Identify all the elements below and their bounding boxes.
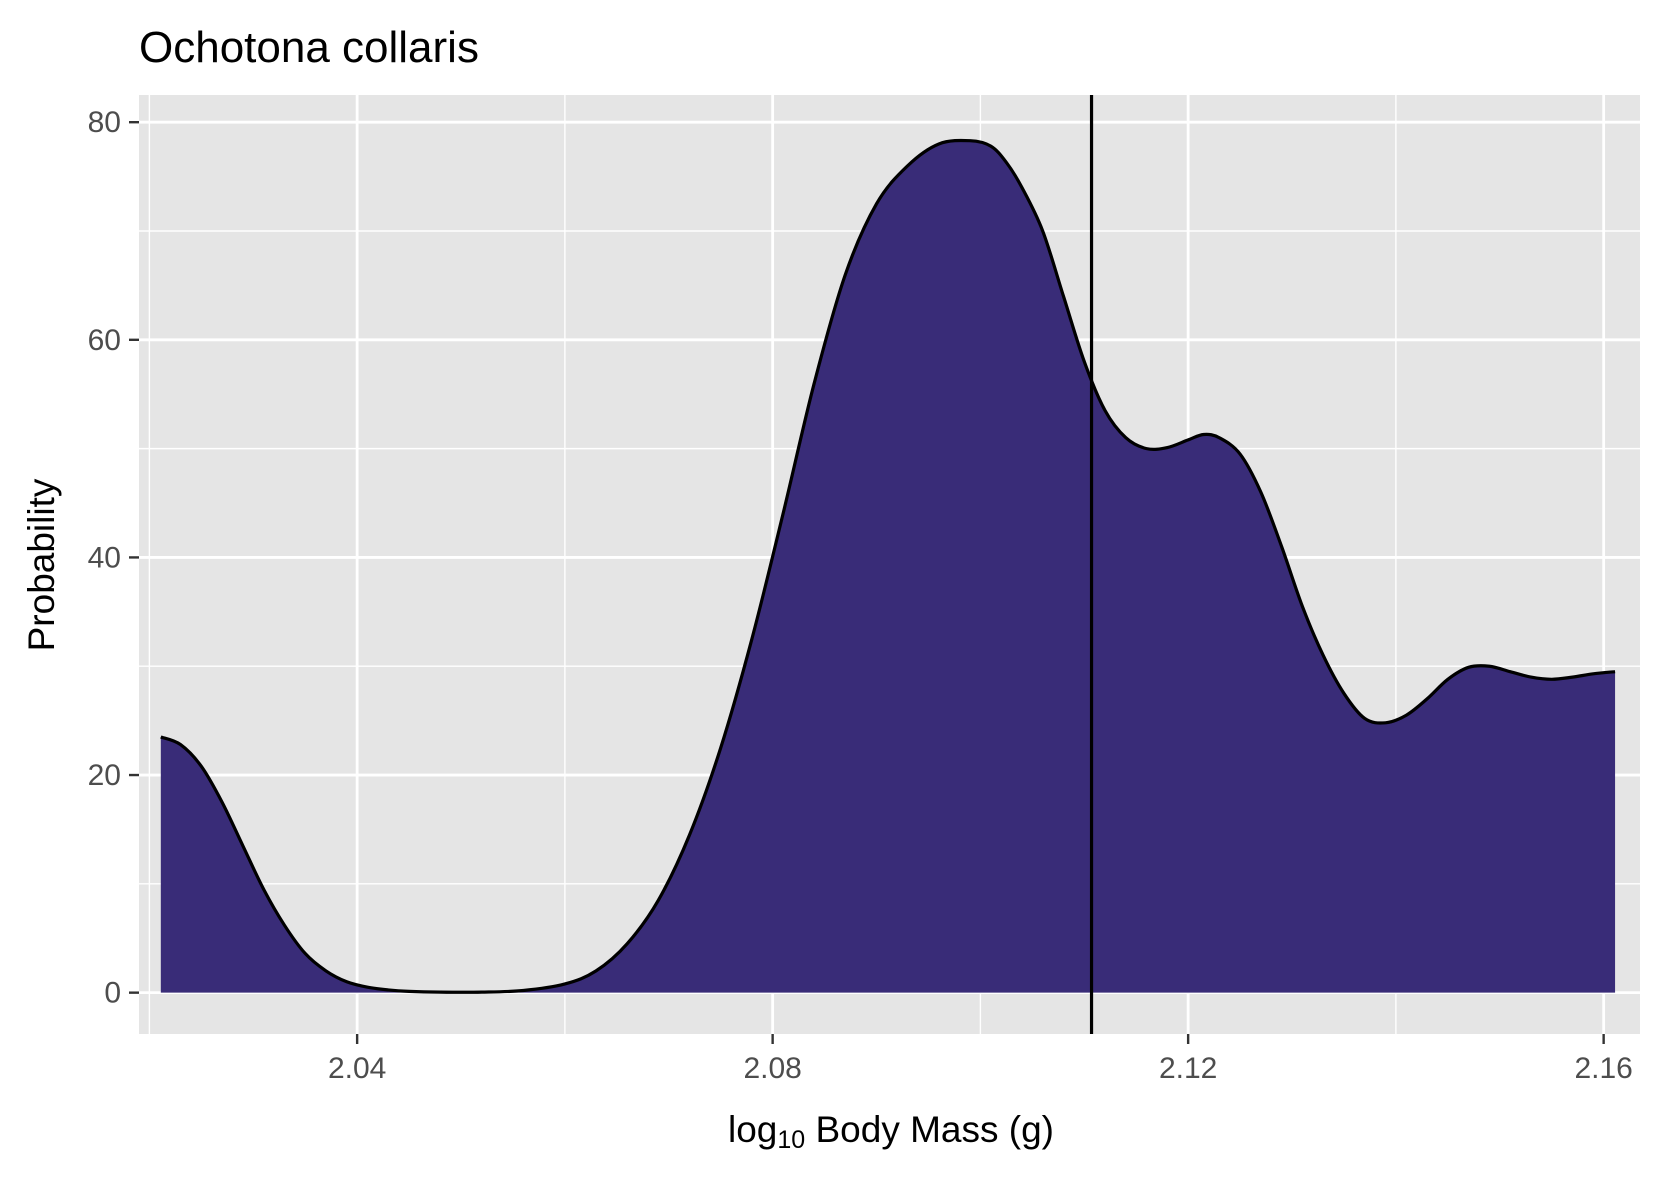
y-tick-label: 20	[88, 759, 121, 792]
y-tick-label: 60	[88, 324, 121, 357]
chart-title: Ochotona collaris	[139, 23, 479, 72]
x-axis-title-subscript: 10	[777, 1126, 805, 1154]
x-tick-label: 2.04	[328, 1052, 386, 1085]
y-axis: 0 20 40 60 80	[88, 106, 139, 1010]
y-axis-title: Probability	[21, 478, 62, 651]
y-tick-label: 40	[88, 541, 121, 574]
y-tick-label: 80	[88, 106, 121, 139]
x-axis-title-rest: Body Mass (g)	[805, 1109, 1054, 1150]
x-axis: 2.04 2.08 2.12 2.16	[328, 1034, 1633, 1085]
x-tick-label: 2.08	[743, 1052, 801, 1085]
x-axis-title-base: log	[728, 1109, 777, 1150]
x-tick-label: 2.16	[1574, 1052, 1632, 1085]
y-tick-label: 0	[104, 977, 121, 1010]
x-axis-title: log10 Body Mass (g)	[728, 1109, 1054, 1154]
x-tick-label: 2.12	[1159, 1052, 1217, 1085]
density-curve	[160, 138, 1616, 994]
density-area	[160, 140, 1616, 993]
